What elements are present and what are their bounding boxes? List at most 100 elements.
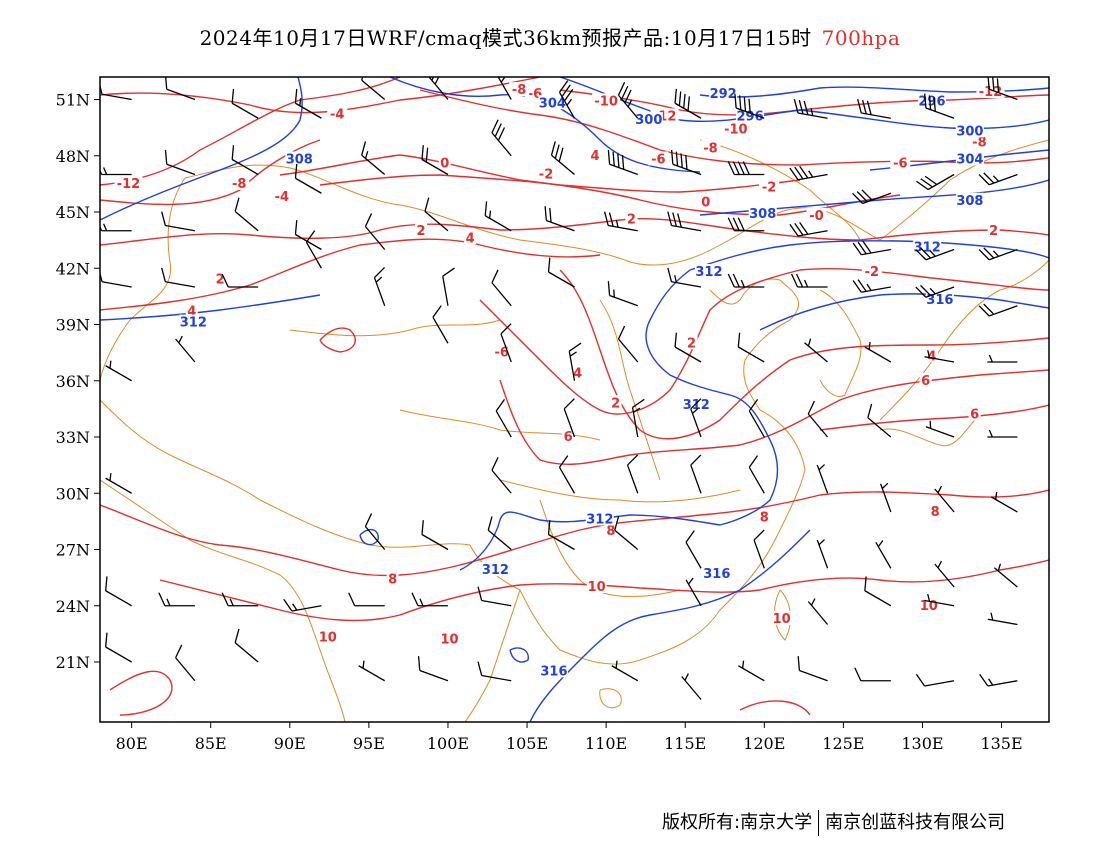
contour-label-bg <box>925 292 954 307</box>
lat-tick-label: 24N <box>56 597 90 616</box>
contour-label-bg <box>955 192 984 207</box>
longitude-axis: 80E 85E 90E 95E 100E 105E 110E 115E 120E 125E 130E… <box>116 722 1023 753</box>
contour-label: 2 <box>627 213 636 228</box>
wind-barb <box>915 673 955 687</box>
wind-barb <box>105 360 132 382</box>
wind-barb <box>491 269 512 307</box>
contour-label: 4 <box>573 366 582 381</box>
contour-label: 300 <box>635 113 662 128</box>
wind-barb <box>563 398 576 438</box>
wind-barb <box>568 342 582 381</box>
contour-label: -0 <box>809 209 823 224</box>
contour-label: 312 <box>683 398 710 413</box>
wind-barb <box>671 149 702 176</box>
china-west-border <box>100 399 471 548</box>
contour-label: 6 <box>970 408 979 423</box>
wind-barb <box>421 520 449 551</box>
wind-barb <box>924 93 955 119</box>
contour-label: -2 <box>539 168 553 183</box>
h-contour-316-east <box>759 293 1049 331</box>
wind-barb <box>790 273 828 288</box>
wind-barb <box>411 592 448 607</box>
wind-barb <box>544 206 575 232</box>
map-layers: -12 -8 -4 -4 0 -2 4 -6 -8 -10 -12 -10 -8 -6 -2 0 -0 -6 -8 -… <box>100 77 1049 722</box>
contour-label: 316 <box>926 293 953 308</box>
wind-barb <box>857 99 891 119</box>
wind-barb <box>685 577 702 607</box>
contour-label: 10 <box>588 580 606 595</box>
wind-barb <box>358 660 386 682</box>
contour-label: 2 <box>687 336 696 351</box>
height-labels: 308 304 300 292 296 296 300 304 308 308 312 312 316 3… <box>179 85 984 679</box>
lon-tick-label: 120E <box>743 734 785 753</box>
wind-barb <box>491 457 512 494</box>
wind-barb <box>748 398 765 438</box>
t-contour-8 <box>100 489 1049 577</box>
contour-label-bg <box>625 211 638 226</box>
copyright-owner: 版权所有:南京大学 <box>662 812 813 833</box>
t-contour-6-east <box>819 404 1049 431</box>
contour-label: 10 <box>441 633 459 648</box>
t-contour-m4 <box>100 77 541 114</box>
wind-barb <box>477 661 512 682</box>
wind-barb <box>550 141 575 175</box>
contour-label-bg <box>589 147 602 162</box>
wind-barb <box>361 77 386 100</box>
t-contour-2-north <box>100 217 1049 246</box>
wind-barb <box>373 267 386 306</box>
wind-barb <box>491 119 512 157</box>
wind-barb <box>231 145 259 176</box>
contour-label: -6 <box>651 153 665 168</box>
wind-barb <box>789 165 828 181</box>
contour-label-bg <box>609 395 622 410</box>
contour-label-bg <box>721 121 750 136</box>
contour-label-bg <box>759 179 780 194</box>
wind-barb <box>864 576 892 607</box>
wind-barb <box>484 201 512 232</box>
copyright-company: 南京创蓝科技有限公司 <box>825 812 1006 833</box>
wind-barb <box>924 593 955 607</box>
contour-label-bg <box>955 123 984 138</box>
contour-label: -8 <box>703 141 717 156</box>
contour-label: 296 <box>918 94 945 109</box>
wind-barb <box>816 464 829 494</box>
lon-tick-label: 85E <box>195 734 227 753</box>
t-contour-warm-south <box>109 670 173 716</box>
lat-tick-label: 27N <box>56 541 90 560</box>
contour-label-bg <box>536 166 557 181</box>
contour-label: -10 <box>724 123 748 138</box>
contour-label-bg <box>509 82 530 97</box>
wind-barb <box>477 586 512 607</box>
wind-barb <box>221 592 259 607</box>
lon-tick-label: 115E <box>664 734 706 753</box>
wind-barb <box>442 267 455 306</box>
wind-barb <box>607 149 638 176</box>
wind-barb <box>789 222 828 237</box>
wind-barb <box>667 267 702 288</box>
lat-tick-label: 39N <box>56 316 90 335</box>
contour-label-bg <box>861 264 882 278</box>
wind-barb <box>234 628 259 663</box>
wind-barb <box>925 420 955 438</box>
lat-tick-label: 30N <box>56 484 90 503</box>
wind-barb <box>915 247 955 261</box>
lon-tick-label: 135E <box>980 734 1022 753</box>
h-contour-308 <box>100 77 303 221</box>
wind-barb <box>748 455 765 494</box>
wind-barb <box>294 88 322 119</box>
lon-tick-label: 100E <box>427 734 469 753</box>
t-contour-m12 <box>100 77 401 186</box>
t-contour-2-mid <box>479 267 1049 415</box>
contour-label-bg <box>229 175 250 190</box>
contour-label: 2 <box>989 224 998 239</box>
wind-barb <box>607 281 638 307</box>
wind-barb <box>797 656 828 682</box>
t-contour-m2 <box>319 174 801 193</box>
wind-barb <box>727 161 765 176</box>
wind-barb <box>915 284 955 298</box>
wind-barb <box>685 530 702 569</box>
wind-barb <box>617 325 639 363</box>
wind-barb <box>737 332 765 363</box>
contour-label: 8 <box>606 524 615 539</box>
h-contour-blob-1 <box>509 647 529 663</box>
